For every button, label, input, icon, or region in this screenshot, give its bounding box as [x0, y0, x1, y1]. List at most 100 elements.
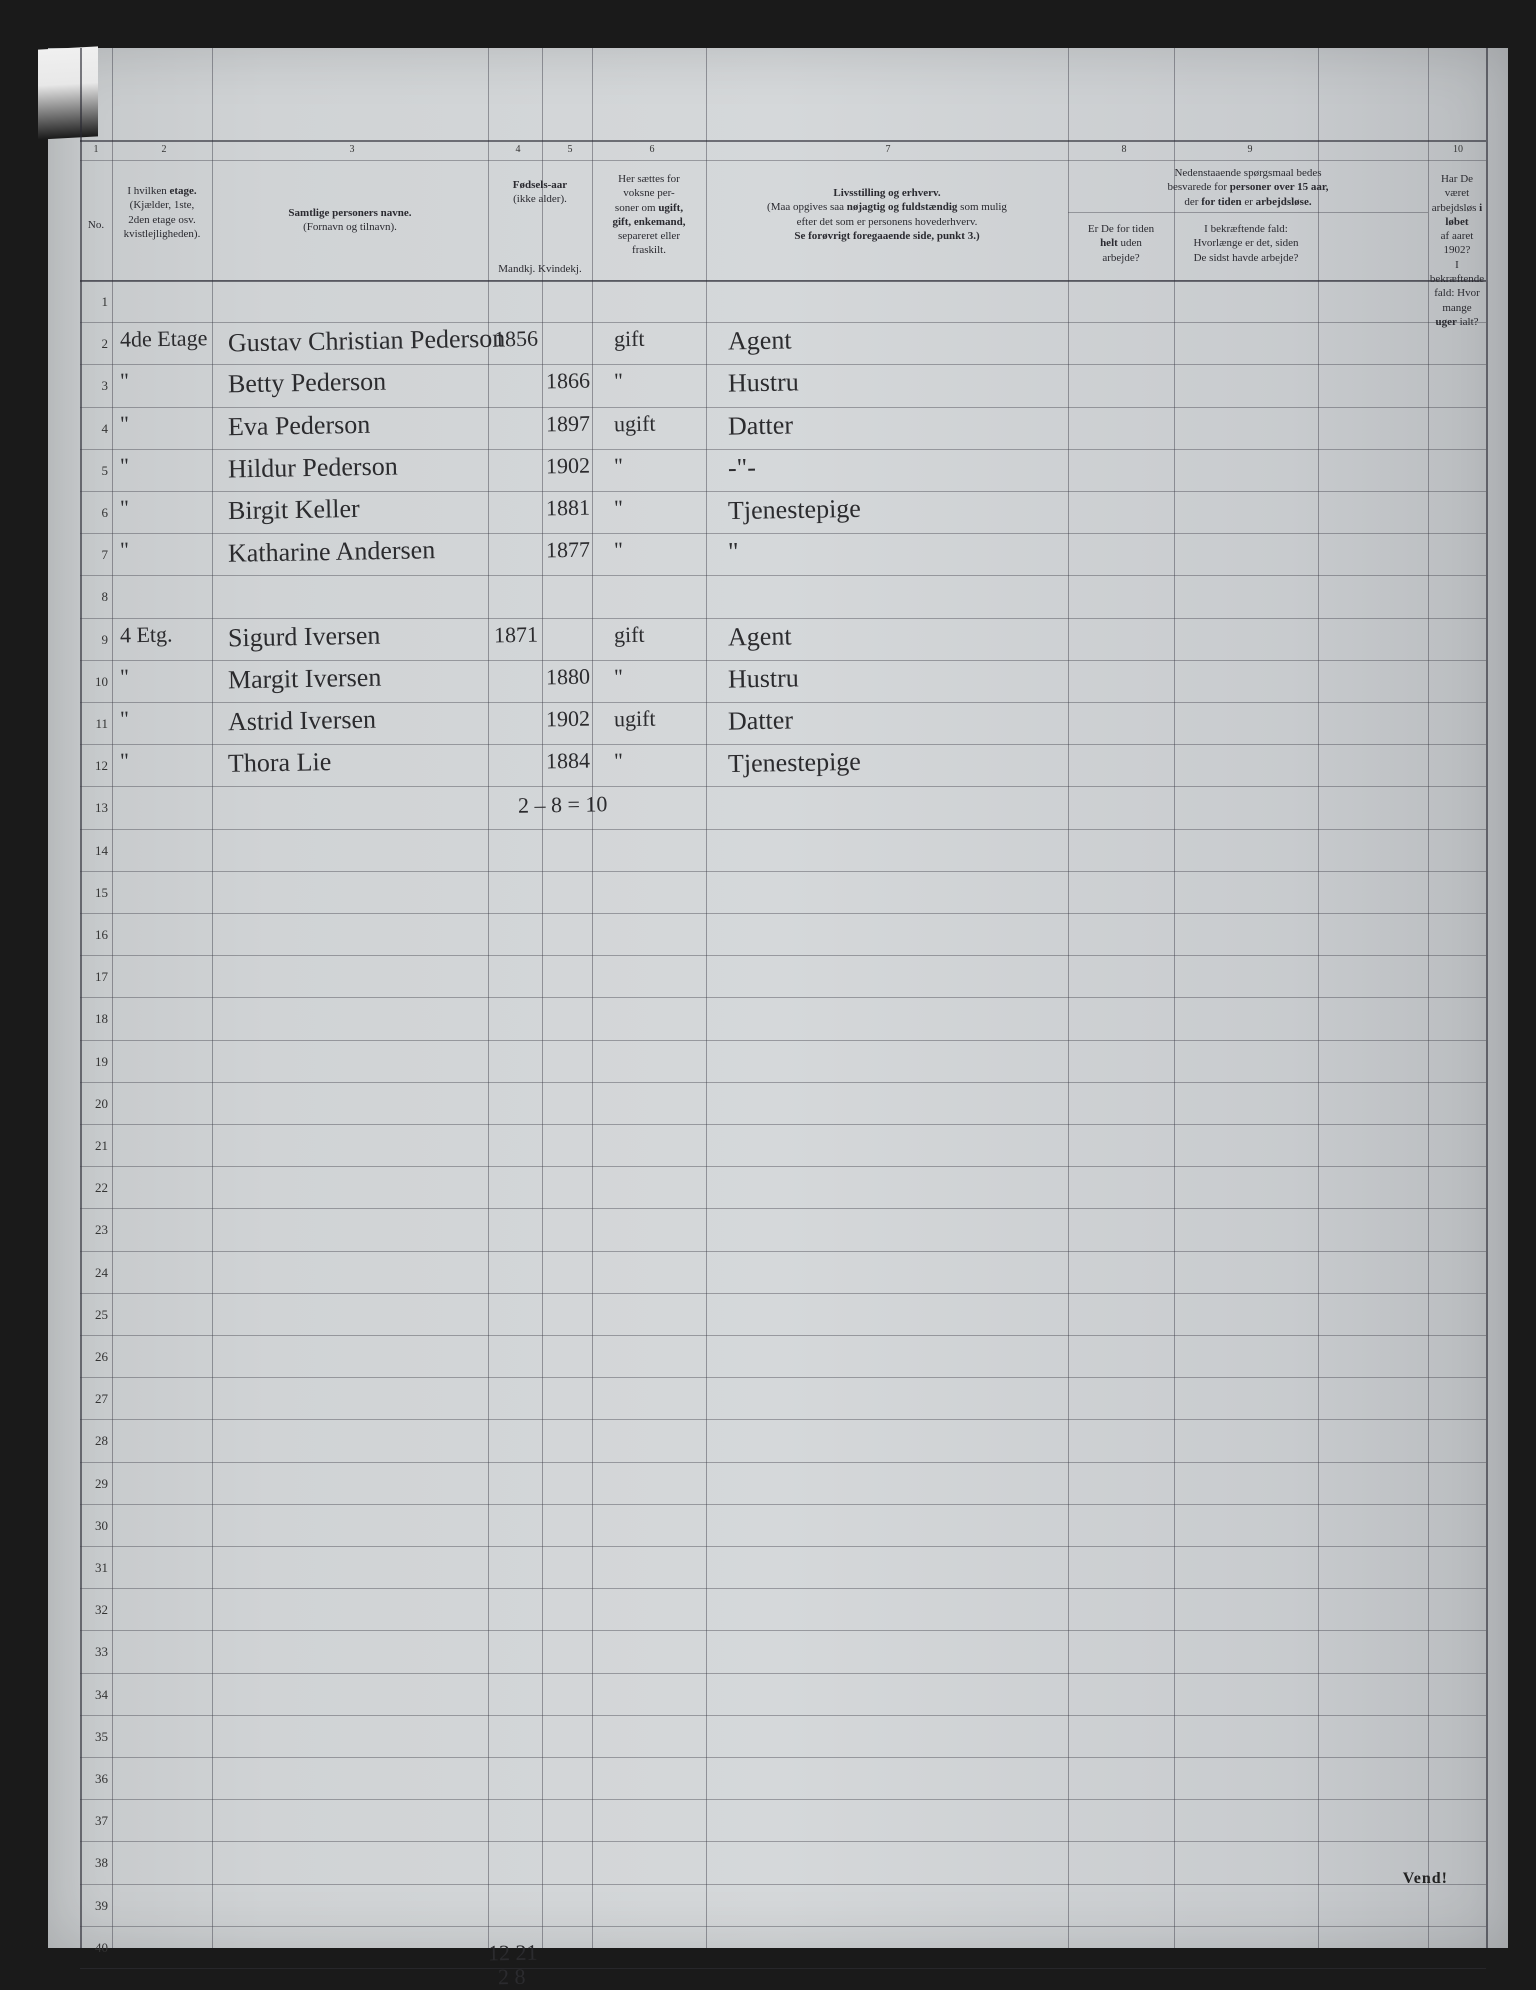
row-number: 40	[80, 1940, 108, 1956]
handwriting: "	[614, 495, 623, 521]
handwriting: Thora Lie	[228, 747, 332, 779]
handwriting: Hustru	[728, 368, 799, 399]
col-number: 2	[154, 144, 174, 155]
handwriting: "	[614, 748, 623, 774]
row-number: 23	[80, 1222, 108, 1238]
row-number: 26	[80, 1349, 108, 1365]
handwriting: ugift	[614, 706, 656, 733]
col-number: 4	[508, 144, 528, 155]
handwriting: -"-	[728, 453, 756, 483]
handwriting: gift	[614, 326, 645, 353]
row-number: 3	[80, 378, 108, 394]
handwriting: "	[614, 664, 623, 690]
header-text: Har De væretarbejdsløs i løbetaf aaret 1…	[1428, 172, 1486, 329]
header-text: Livsstilling og erhverv.(Maa opgives saa…	[706, 186, 1068, 243]
handwriting: 1897	[546, 410, 590, 437]
row-number: 18	[80, 1011, 108, 1027]
row-number: 31	[80, 1560, 108, 1576]
handwriting: 1866	[546, 368, 590, 395]
row-number: 16	[80, 927, 108, 943]
row-number: 5	[80, 463, 108, 479]
row-number: 24	[80, 1265, 108, 1281]
handwriting: Datter	[728, 410, 793, 441]
row-number: 22	[80, 1180, 108, 1196]
row-number: 33	[80, 1644, 108, 1660]
handwriting: Margit Iversen	[228, 662, 382, 695]
row-number: 19	[80, 1054, 108, 1070]
row-number: 7	[80, 547, 108, 563]
row-number: 21	[80, 1138, 108, 1154]
header-text: Er De for tidenhelt udenarbejde?	[1068, 222, 1174, 265]
header-text: No.	[80, 218, 112, 232]
handwriting: "	[120, 495, 129, 521]
row-number: 9	[80, 632, 108, 648]
handwriting: Sigurd Iversen	[228, 620, 381, 653]
col-number: 1	[86, 144, 106, 155]
col-number: 8	[1114, 144, 1134, 155]
row-number: 28	[80, 1433, 108, 1449]
row-number: 25	[80, 1307, 108, 1323]
handwriting: "	[614, 368, 623, 394]
row-number: 32	[80, 1602, 108, 1618]
row-number: 14	[80, 843, 108, 859]
handwriting: Tjenestepige	[728, 747, 861, 779]
row-number: 12	[80, 758, 108, 774]
handwriting: "	[120, 748, 129, 774]
header-text: I bekræftende fald:Hvorlænge er det, sid…	[1174, 222, 1318, 265]
handwriting: Datter	[728, 705, 793, 736]
col-number: 5	[560, 144, 580, 155]
row-number: 35	[80, 1729, 108, 1745]
handwriting: Betty Pederson	[228, 367, 387, 400]
header-text: I hvilken etage.(Kjælder, 1ste,2den etag…	[112, 184, 212, 241]
handwriting: 1884	[546, 748, 590, 775]
row-number: 38	[80, 1855, 108, 1871]
row-number: 37	[80, 1813, 108, 1829]
row-number: 1	[80, 294, 108, 310]
handwriting: "	[614, 537, 623, 563]
handwriting: Agent	[728, 621, 792, 652]
col-number: 7	[878, 144, 898, 155]
handwriting: "	[120, 453, 129, 479]
header-text: Mandkj. Kvindekj.	[488, 262, 592, 276]
handwriting: 1877	[546, 537, 590, 564]
row-number: 27	[80, 1391, 108, 1407]
header-text: Nedenstaaende spørgsmaal bedesbesvarede …	[1068, 166, 1428, 209]
handwriting: 1902	[546, 452, 590, 479]
header-text: Fødsels-aar(ikke alder).	[488, 178, 592, 207]
col-number: 10	[1448, 144, 1468, 155]
col-number: 6	[642, 144, 662, 155]
scan-clip	[38, 46, 98, 139]
census-page: 1234567891011121314151617181920212223242…	[48, 48, 1508, 1948]
row-number: 6	[80, 505, 108, 521]
row-number: 8	[80, 589, 108, 605]
handwriting: "	[120, 537, 129, 563]
row-number: 34	[80, 1687, 108, 1703]
handwriting: Tjenestepige	[728, 494, 861, 526]
handwriting: 1902	[546, 706, 590, 733]
row-number: 4	[80, 421, 108, 437]
handwriting: ugift	[614, 410, 656, 437]
handwriting: "	[120, 411, 129, 437]
row-number: 30	[80, 1518, 108, 1534]
header-text: Samtlige personers navne.(Fornavn og til…	[212, 206, 488, 235]
handwriting: 2 8	[498, 1964, 526, 1990]
handwriting: "	[614, 453, 623, 479]
handwriting: gift	[614, 621, 645, 648]
row-number: 29	[80, 1476, 108, 1492]
handwriting: Gustav Christian Pederson	[228, 324, 506, 359]
row-number: 2	[80, 336, 108, 352]
handwriting: 1881	[546, 495, 590, 522]
handwriting: "	[120, 706, 129, 732]
handwriting: Katharine Andersen	[228, 535, 436, 569]
handwriting: 4 Etg.	[120, 621, 173, 648]
handwriting: 12 21	[488, 1940, 538, 1967]
row-number: 17	[80, 969, 108, 985]
row-number: 39	[80, 1898, 108, 1914]
col-number: 9	[1240, 144, 1260, 155]
footer-vend: Vend!	[1403, 1870, 1448, 1888]
header-text: Her sættes forvoksne per-soner om ugift,…	[592, 172, 706, 258]
handwriting: 2 – 8 = 10	[518, 791, 608, 819]
handwriting: "	[120, 368, 129, 394]
row-number: 36	[80, 1771, 108, 1787]
row-number: 11	[80, 716, 108, 732]
